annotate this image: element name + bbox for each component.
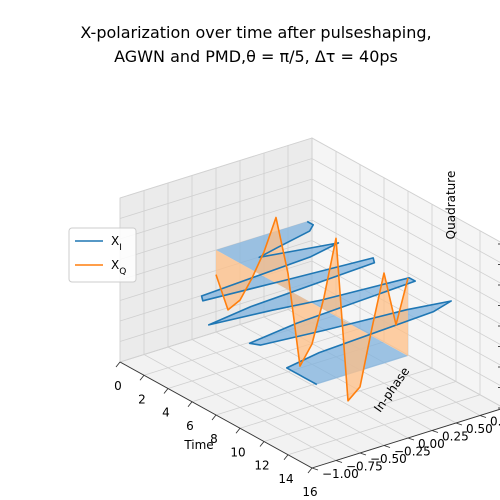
z-gridline — [119, 137, 500, 243]
z-gridline — [119, 260, 500, 366]
z-gridline — [119, 178, 500, 284]
y-tick-label: −0.25 — [394, 445, 431, 459]
series-fill-xq — [216, 217, 408, 401]
x-tick-label: 16 — [302, 485, 317, 499]
y-tick-label: −0.75 — [346, 460, 383, 474]
z-gridline — [119, 219, 500, 325]
y-tick-label: −1.00 — [322, 467, 359, 481]
y-tick-mark — [383, 445, 391, 448]
z-gridline — [119, 240, 500, 345]
x-tick-label: 14 — [278, 472, 293, 486]
x-tick-mark — [115, 361, 121, 368]
legend: XI XQ — [68, 227, 137, 283]
x-tick-mark — [307, 467, 313, 474]
legend-label-xq-subscript: Q — [119, 267, 126, 277]
series-line-xq — [215, 216, 409, 402]
x-axis-label: Time — [183, 438, 213, 452]
axis-ticks: 0 2 4 6 8 10 12 14 16 −1.00−0.75−0.50−0.250.000.2… — [114, 243, 500, 499]
y-tick-mark — [311, 467, 319, 471]
y-tick-label: 0.25 — [442, 430, 469, 444]
z-axis-label: Quadrature — [444, 171, 458, 240]
y-tick-mark — [455, 422, 463, 426]
z-gridline — [119, 199, 500, 304]
legend-label-xi-subscript: I — [119, 243, 122, 253]
chart-title: X-polarization over time after pulseshap… — [80, 23, 431, 66]
x-tick-mark — [283, 454, 289, 461]
y-tick-mark — [407, 437, 415, 441]
y-tick-label: −0.50 — [370, 452, 407, 466]
chart-title-line-2: AGWN and PMD,θ = π/5, Δτ = 40ps — [114, 47, 398, 66]
x-tick-mark — [211, 414, 217, 421]
y-tick-label: 0.75 — [490, 415, 500, 429]
x-tick-label: 2 — [138, 392, 146, 406]
x-tick-label: 0 — [114, 379, 122, 393]
y-tick-label: 0.50 — [466, 422, 493, 436]
legend-label-xi: XI — [111, 234, 122, 253]
x-tick-mark — [235, 427, 241, 434]
x-tick-label: 4 — [162, 406, 170, 420]
x-tick-mark — [259, 441, 265, 447]
x-tick-mark — [187, 401, 193, 408]
z-gridline — [119, 158, 500, 263]
series-line-xi — [200, 220, 453, 386]
series-lines — [200, 216, 453, 402]
x-tick-mark — [163, 388, 169, 394]
x-tick-mark — [139, 374, 145, 381]
chart-title-line-1: X-polarization over time after pulseshap… — [80, 23, 431, 42]
y-tick-mark — [359, 452, 367, 456]
x-tick-label: 10 — [230, 445, 245, 459]
y-tick-mark — [431, 430, 439, 433]
y-tick-label: 0.00 — [418, 437, 445, 451]
x-tick-label: 8 — [210, 432, 218, 446]
y-tick-mark — [479, 415, 487, 418]
y-tick-mark — [335, 460, 343, 463]
x-tick-label: 12 — [254, 459, 269, 473]
x-tick-label: 6 — [186, 419, 194, 433]
